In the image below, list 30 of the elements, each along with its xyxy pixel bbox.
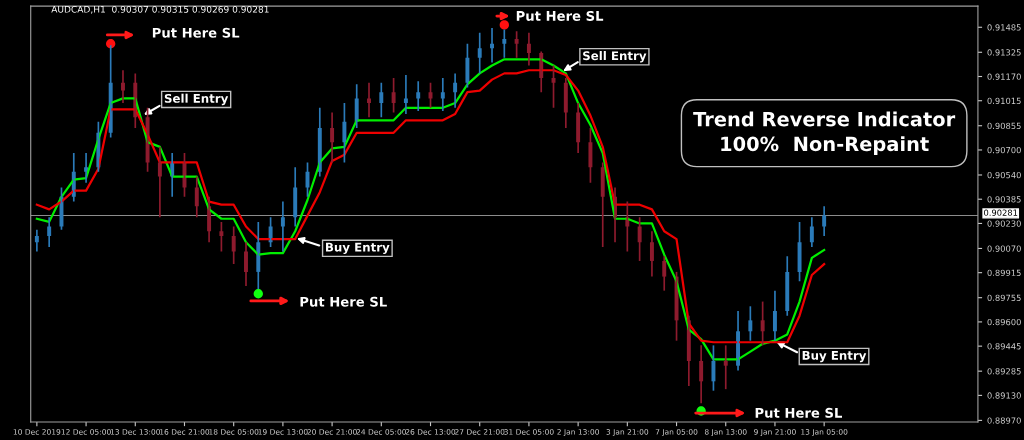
point <box>253 289 263 299</box>
y-tick-label: 0.89600 <box>987 318 1021 326</box>
y-tick-label: 0.89130 <box>987 392 1021 399</box>
y-tick-label: 0.91485 <box>987 24 1021 31</box>
annotation: Put Here SL <box>516 10 604 21</box>
annotation: Put Here SL <box>300 296 387 307</box>
y-tick-label: 0.91015 <box>987 97 1021 105</box>
y-tick-label: 0.90230 <box>987 220 1021 227</box>
y-tick-label: 0.90540 <box>987 171 1021 179</box>
annotation: Buy Entry <box>326 242 390 255</box>
annotation: Trend Reverse Indicator 100% Non-Repaint <box>693 111 956 155</box>
annotation: Sell Entry <box>164 93 229 106</box>
y-tick-label: 0.91325 <box>987 49 1021 56</box>
annotation: Sell Entry <box>583 51 647 63</box>
point <box>499 20 509 30</box>
y-tick-label: 0.90070 <box>987 245 1021 252</box>
annotation: Put Here SL <box>152 27 240 38</box>
y-tick-label: 0.90855 <box>987 122 1021 130</box>
y-tick-label: 0.90700 <box>987 146 1021 154</box>
annotation: Buy Entry <box>802 351 867 363</box>
y-tick-label: 0.91170 <box>987 73 1021 80</box>
y-tick-label: 0.90385 <box>987 196 1021 203</box>
y-tick-label: 0.89915 <box>987 269 1021 276</box>
ref-line-label: 0.90281 <box>984 209 1018 216</box>
y-tick-label: 0.89285 <box>987 368 1021 375</box>
y-tick-label: 0.89445 <box>987 343 1021 350</box>
y-tick-label: 0.88970 <box>987 417 1021 424</box>
y-tick-label: 0.89755 <box>987 294 1021 301</box>
annotation: AUDCAD,H1 0.90307 0.90315 0.90269 0.90281 <box>51 5 269 14</box>
annotation: Put Here SL <box>755 407 842 418</box>
